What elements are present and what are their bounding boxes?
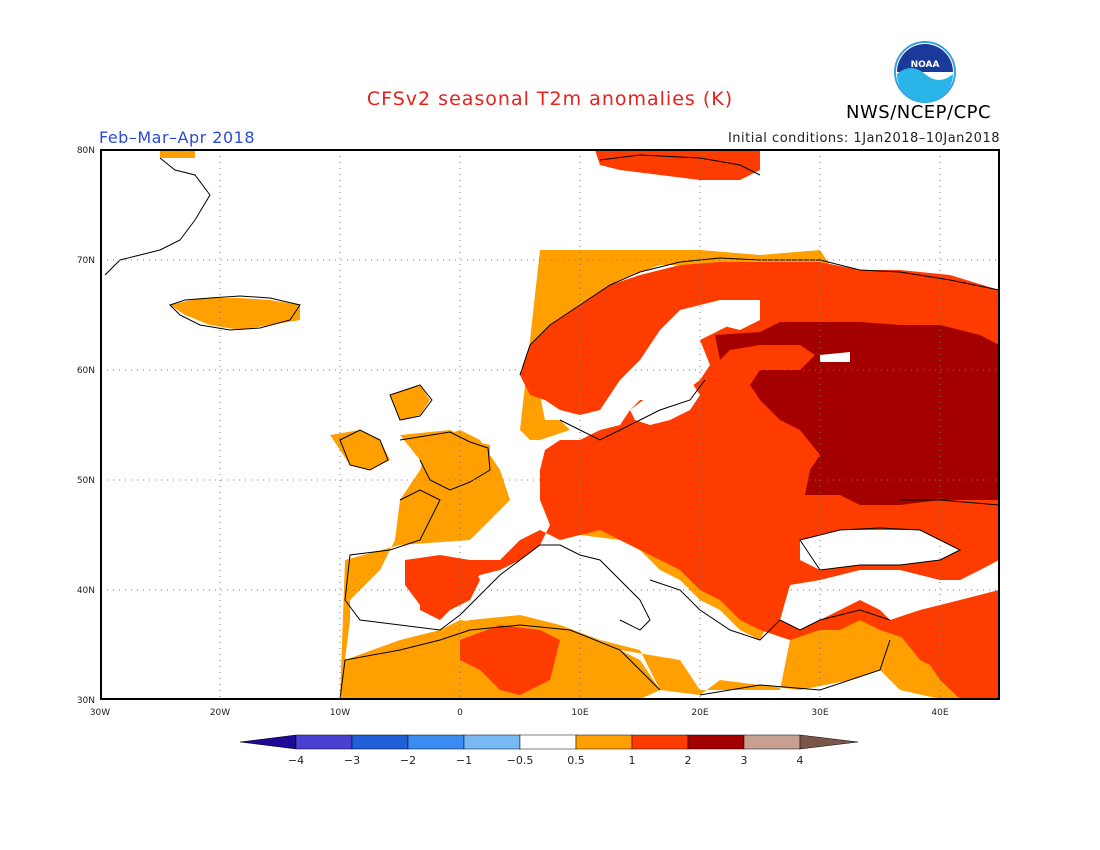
lon-tick-label: 40E (931, 708, 948, 718)
colorbar-swatch (575, 734, 633, 750)
colorbar-label: 4 (797, 754, 804, 767)
colorbar-label: 3 (741, 754, 748, 767)
lat-ticks: 80N 70N 60N 50N 40N 30N (77, 146, 95, 706)
colorbar-label: −4 (288, 754, 304, 767)
lon-tick-label: 20W (210, 708, 230, 718)
lon-tick-label: 30E (811, 708, 828, 718)
colorbar-swatch (631, 734, 689, 750)
lat-tick-label: 60N (77, 366, 95, 376)
colorbar-swatch (519, 734, 577, 750)
lat-tick-label: 30N (77, 696, 95, 706)
season-label: Feb–Mar–Apr 2018 (99, 128, 255, 147)
colorbar-arrow-high (799, 734, 859, 750)
anomaly-2-3-region (715, 322, 999, 505)
colorbar-label: −1 (456, 754, 472, 767)
colorbar-arrow-low (239, 734, 297, 750)
colorbar-swatch (687, 734, 745, 750)
logo-text: NOAA (911, 60, 940, 70)
neutral-regions (630, 300, 960, 570)
lon-tick-label: 30W (90, 708, 110, 718)
colorbar-swatch (463, 734, 521, 750)
colorbar-swatch (743, 734, 801, 750)
colorbar-label: −0.5 (507, 754, 534, 767)
lat-tick-label: 50N (77, 476, 95, 486)
initial-conditions-label: Initial conditions: 1Jan2018–10Jan2018 (727, 131, 1000, 146)
colorbar-swatch (351, 734, 409, 750)
noaa-logo-icon: NOAA (894, 41, 956, 103)
map-frame (100, 149, 1000, 700)
colorbar-label: 0.5 (567, 754, 585, 767)
colorbar: −4 −3 −2 −1 −0.5 0.5 1 2 3 4 (239, 734, 859, 767)
colorbar-label: 1 (629, 754, 636, 767)
lon-tick-label: 20E (691, 708, 708, 718)
lat-tick-label: 70N (77, 256, 95, 266)
colorbar-swatch (295, 734, 353, 750)
lon-tick-label: 10E (571, 708, 588, 718)
lat-tick-label: 40N (77, 586, 95, 596)
lon-ticks: 30W 20W 10W 0 10E 20E 30E 40E (90, 708, 949, 718)
colorbar-label: −3 (344, 754, 360, 767)
anomaly-field (160, 150, 999, 699)
colorbar-label: 2 (685, 754, 692, 767)
lon-tick-label: 0 (457, 708, 463, 718)
agency-label: NWS/NCEP/CPC (846, 102, 992, 123)
chart-title: CFSv2 seasonal T2m anomalies (K) (366, 88, 734, 110)
colorbar-label: −2 (400, 754, 416, 767)
lon-tick-label: 10W (330, 708, 350, 718)
lat-tick-label: 80N (77, 146, 95, 156)
colorbar-swatch (407, 734, 465, 750)
